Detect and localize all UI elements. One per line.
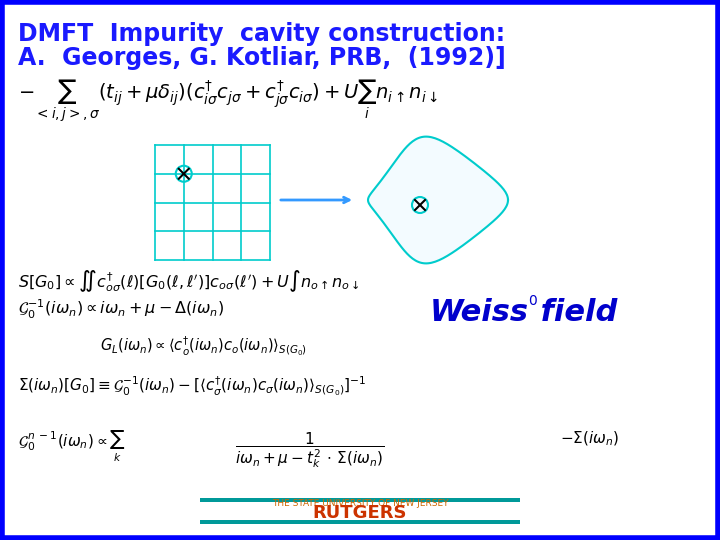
- Text: $-\sum_{<i,j>,\sigma}(t_{ij}+\mu\delta_{ij})(c^{\dagger}_{i\sigma}c_{j\sigma}+c^: $-\sum_{<i,j>,\sigma}(t_{ij}+\mu\delta_{…: [18, 78, 438, 124]
- Text: THE STATE UNIVERSITY OF NEW JERSEY: THE STATE UNIVERSITY OF NEW JERSEY: [271, 498, 449, 508]
- Text: $\dfrac{1}{i\omega_n + \mu - t_k^2 \,\cdot\, \Sigma(i\omega_n)}$: $\dfrac{1}{i\omega_n + \mu - t_k^2 \,\cd…: [235, 430, 384, 470]
- Text: $G_L(i\omega_n) \propto \langle c^{\dagger}_o(i\omega_n)c_o(i\omega_n)\rangle_{S: $G_L(i\omega_n) \propto \langle c^{\dagg…: [100, 335, 307, 358]
- Text: A.  Georges, G. Kotliar, PRB,  (1992)]: A. Georges, G. Kotliar, PRB, (1992)]: [18, 46, 505, 70]
- Text: $\mathcal{G}_0^{-1}(i\omega_n) \propto i\omega_n + \mu - \Delta(i\omega_n)$: $\mathcal{G}_0^{-1}(i\omega_n) \propto i…: [18, 298, 224, 321]
- Text: $S[G_0] \propto \int\!\!\int c^{\dagger}_{o\sigma}(\ell)[G_0(\ell,\ell^\prime)]c: $S[G_0] \propto \int\!\!\int c^{\dagger}…: [18, 268, 359, 294]
- Text: $- \Sigma(i\omega_n)$: $- \Sigma(i\omega_n)$: [560, 430, 619, 448]
- Text: $\mathcal{G}_0^{n\;-1}(i\omega_n) \propto \sum_k$: $\mathcal{G}_0^{n\;-1}(i\omega_n) \propt…: [18, 430, 126, 464]
- Text: RUTGERS: RUTGERS: [312, 504, 408, 522]
- Bar: [200, 498, 520, 502]
- Bar: [200, 520, 520, 524]
- Text: Weiss: Weiss: [430, 298, 529, 327]
- Text: DMFT  Impurity  cavity construction:: DMFT Impurity cavity construction:: [18, 22, 505, 46]
- Text: 0: 0: [528, 294, 536, 308]
- Polygon shape: [368, 137, 508, 264]
- Text: $\Sigma(i\omega_n)[G_0] \equiv \mathcal{G}_0^{-1}(i\omega_n) - [\langle c^{\dagg: $\Sigma(i\omega_n)[G_0] \equiv \mathcal{…: [18, 375, 366, 398]
- Text: field: field: [530, 298, 617, 327]
